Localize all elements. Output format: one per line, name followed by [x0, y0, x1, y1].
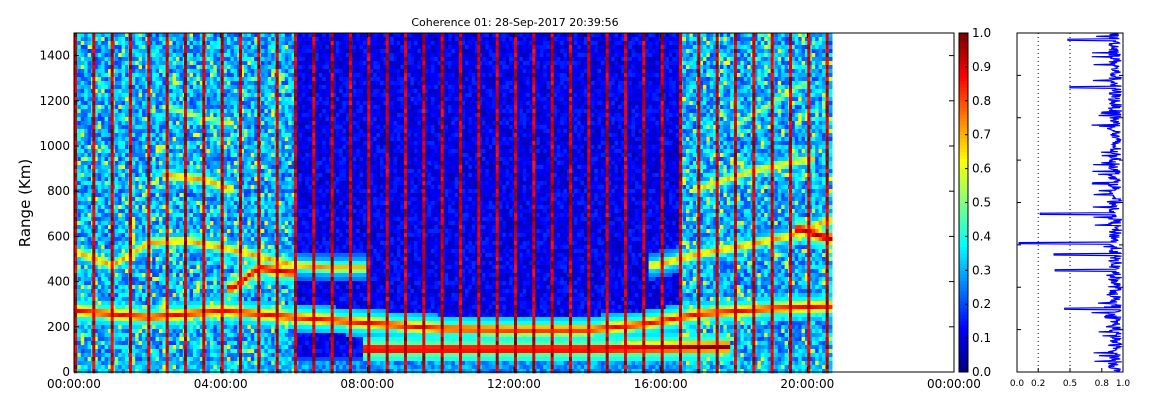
y-tick-label: 200 — [47, 320, 70, 334]
profile-tick-label: 0.2 — [1031, 379, 1045, 389]
profile-tick-label: 0.5 — [1063, 379, 1077, 389]
profile-tick-label: 0.8 — [1095, 379, 1110, 389]
x-tick-label: 16:00:00 — [634, 377, 688, 391]
colorbar-tick-label: 0.3 — [972, 263, 991, 277]
heatmap-cells — [74, 33, 833, 374]
x-tick-label: 00:00:00 — [47, 377, 101, 391]
colorbar-tick-label: 0.6 — [972, 162, 991, 176]
x-tick-label: 20:00:00 — [780, 377, 834, 391]
colorbar: 0.0 0.1 0.2 0.3 0.4 0.5 0.6 0.7 0.8 0.9 1.0 — [958, 26, 991, 379]
colorbar-tick-label: 0.2 — [972, 297, 991, 311]
x-tick-label: 00:00:00 — [927, 377, 981, 391]
y-tick-label: 600 — [47, 229, 70, 243]
y-axis-ticks: 0 200 400 600 800 1000 1200 1400 — [39, 49, 954, 379]
profile-tick-label: 1.0 — [1116, 379, 1131, 389]
colorbar-tick-label: 0.1 — [972, 331, 991, 345]
profile-panel: 0.0 0.2 0.5 0.8 1.0 — [1010, 32, 1131, 389]
colorbar-ticks: 0.0 0.1 0.2 0.3 0.4 0.5 0.6 0.7 0.8 0.9 1.0 — [965, 26, 991, 379]
x-tick-label: 08:00:00 — [340, 377, 394, 391]
y-tick-label: 1000 — [39, 139, 70, 153]
x-tick-label: 12:00:00 — [487, 377, 541, 391]
colorbar-tick-label: 0.4 — [972, 229, 991, 243]
x-tick-label: 04:00:00 — [194, 377, 248, 391]
y-tick-label: 1200 — [39, 94, 70, 108]
heatmap-area — [73, 32, 955, 374]
y-tick-label: 400 — [47, 275, 70, 289]
colorbar-tick-label: 0.7 — [972, 128, 991, 142]
y-tick-label: 1400 — [39, 49, 70, 63]
y-axis-label: Range (Km) — [16, 159, 34, 247]
colorbar-tick-label: 0.8 — [972, 94, 991, 108]
colorbar-tick-label: 1.0 — [972, 26, 991, 40]
profile-tick-label: 0.0 — [1010, 379, 1025, 389]
profile-x-ticks: 0.0 0.2 0.5 0.8 1.0 — [1010, 74, 1131, 389]
colorbar-tick-label: 0.9 — [972, 60, 991, 74]
x-axis-ticks: 00:00:00 04:00:00 08:00:00 12:00:00 16:00:00… — [47, 33, 981, 391]
colorbar-tick-label: 0.5 — [972, 196, 991, 210]
chart-title: Coherence 01: 28-Sep-2017 20:39:56 — [411, 16, 618, 29]
y-tick-label: 0 — [62, 365, 70, 379]
y-tick-label: 800 — [47, 184, 70, 198]
colorbar-tick-label: 0.0 — [972, 365, 991, 379]
